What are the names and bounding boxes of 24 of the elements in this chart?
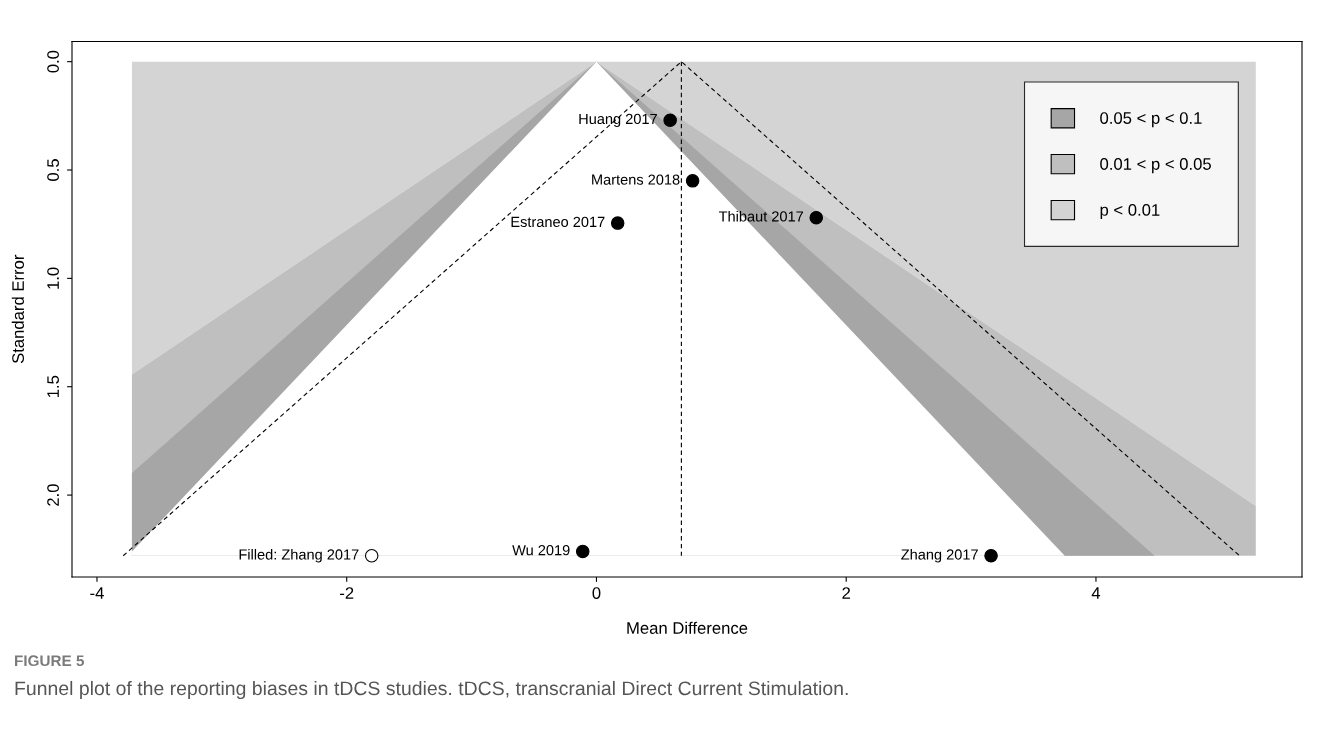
legend-label: 0.05 < p < 0.1: [1100, 112, 1202, 128]
legend-label: p < 0.01: [1100, 203, 1160, 220]
y-axis-title: Standard Error: [11, 254, 24, 364]
annotation: Wu 2019: [512, 545, 570, 556]
y-tick-label: 0.0: [47, 50, 59, 73]
x-axis-title: Mean Difference: [627, 621, 748, 634]
annotation: Martens 2018: [592, 174, 680, 185]
text: Funnel plot of the reporting biases in tDCS studies. tDCS, transcranial Direct Current Stimulation.: [15, 680, 848, 700]
x-tick-label: -2: [340, 587, 354, 599]
x-tick-label: 4: [1091, 587, 1101, 599]
x-tick-label: 0: [592, 587, 601, 599]
annotation: Thibaut 2017: [718, 210, 804, 222]
y-tick-label: 1.5: [47, 375, 59, 398]
caption: FIGURE 5: [15, 655, 85, 667]
annotation: Filled: Zhang 2017: [239, 548, 359, 563]
annotation: Estraneo 2017: [511, 216, 605, 228]
y-tick-label: 1.0: [47, 267, 59, 289]
x-tick-label: -4: [90, 587, 104, 599]
y-tick-label: 0.5: [47, 159, 59, 181]
annotation: Zhang 2017: [901, 548, 978, 563]
y-tick-label: 2.0: [47, 484, 59, 506]
x-tick-label: 2: [842, 587, 851, 599]
annotation: Huang 2017: [579, 113, 657, 127]
legend-label: 0.01 < p < 0.05: [1100, 158, 1211, 174]
